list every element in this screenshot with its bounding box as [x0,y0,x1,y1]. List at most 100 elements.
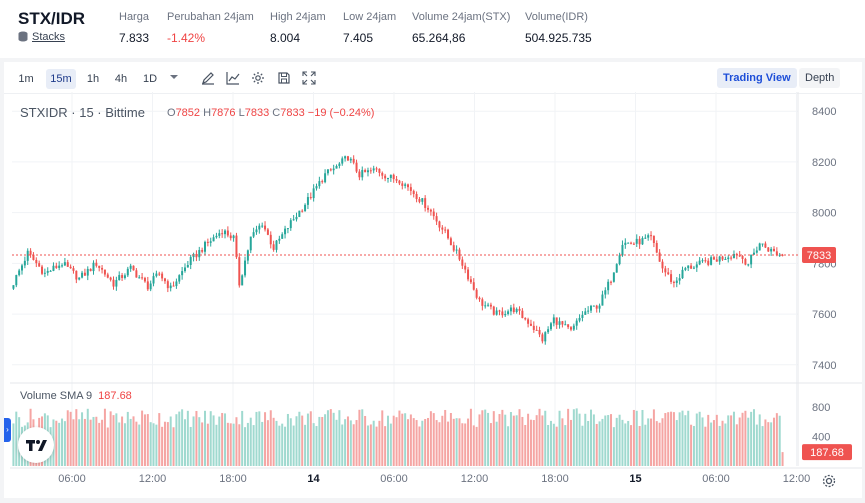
candle-body [369,170,372,172]
volume-bar [115,413,118,466]
volume-bar [532,420,535,466]
candle-body [249,236,252,251]
volume-bar [132,416,135,466]
candle-body [304,204,307,212]
candle-body [309,197,312,199]
expand-panel-toggle[interactable]: › [4,418,11,442]
price-tick-label: 8200 [812,157,836,169]
candle-body [186,265,189,268]
chart-panel: 1m 15m 1h 4h 1D Trading View Depth 8400 8… [4,62,862,498]
candle-body [143,277,146,282]
volume-bar [309,411,312,466]
candle-body [624,242,627,245]
save-icon[interactable] [277,71,291,85]
candle-body [498,310,501,312]
volume-bar [138,424,141,466]
candle-body [158,273,161,275]
last-price-tag [802,246,836,263]
candle-body [152,276,155,284]
candle-body [612,272,615,282]
volume-bar [630,425,633,466]
candle-body [672,281,675,283]
gear-icon[interactable] [251,71,265,85]
fullscreen-icon[interactable] [302,71,316,85]
volume-bar [678,412,681,466]
candle-body [695,264,698,268]
volume-bar [304,424,307,466]
candle-body [527,319,530,324]
timeframe-1m[interactable]: 1m [18,73,34,85]
time-tick-label: 06:00 [58,473,86,485]
candle-body [244,260,247,276]
stack-icon [18,31,28,42]
candle-body [407,184,410,188]
candle-body [764,243,767,248]
candle-body [667,272,670,275]
candle-body [178,275,181,282]
candle-body [741,256,744,259]
candle-body [78,277,81,280]
candle-body [12,285,15,289]
candle-body [224,230,227,235]
volume-bar [58,422,61,466]
volume-bar [249,417,252,466]
volume-bar [86,408,89,466]
volume-bar [95,416,98,466]
stat-label: Perubahan 24jam [167,11,254,23]
pencil-icon[interactable] [201,71,215,85]
indicator-icon[interactable] [226,71,240,85]
volume-bar [181,409,184,466]
candle-body [555,317,558,325]
pair-title: STX/IDR [18,9,86,28]
candle-body [449,238,452,246]
volume-bar [750,411,753,466]
trading-view-button[interactable]: Trading View [717,68,797,88]
coin-name-link[interactable]: Stacks [32,31,66,43]
volume-bar [298,411,301,466]
volume-bar [478,414,481,466]
volume-bar [592,414,595,466]
volume-bar [386,415,389,466]
volume-bar [75,409,78,466]
chevron-down-icon[interactable] [169,73,179,81]
volume-bar [232,423,235,466]
volume-bar [618,414,621,466]
candle-body [275,240,278,250]
candle-body [66,262,69,267]
candle-body [567,324,570,328]
candle-body [501,311,504,316]
candle-body [718,256,721,262]
volume-bar [435,420,438,466]
chart-settings-icon[interactable] [822,474,836,488]
volume-bar [469,408,472,466]
volume-bar [312,423,315,466]
timeframe-4h[interactable]: 4h [114,73,128,85]
candle-body [621,244,624,256]
volume-tick-label: 800 [812,402,830,414]
timeframe-1d[interactable]: 1D [142,73,158,85]
candle-body [761,243,764,245]
candle-body [584,311,587,315]
volume-bar [161,426,164,466]
candle-body [389,174,392,179]
candle-body [281,234,284,239]
volume-bar [658,422,661,466]
volume-bar [641,409,644,466]
candle-body [95,262,98,266]
stat-value: 65.264,86 [412,31,466,45]
candle-body [458,249,461,260]
volume-bar [755,424,758,466]
volume-bar [569,419,572,466]
timeframe-1h[interactable]: 1h [86,73,100,85]
candle-body [467,269,470,280]
volume-bar [681,410,684,466]
candle-body [218,233,221,236]
candle-body [32,254,35,260]
depth-button[interactable]: Depth [799,68,841,88]
candle-body [335,165,338,169]
volume-bar [192,416,195,466]
timeframe-15m[interactable]: 15m [46,69,76,89]
volume-bar [143,414,146,466]
volume-bar [92,416,95,466]
